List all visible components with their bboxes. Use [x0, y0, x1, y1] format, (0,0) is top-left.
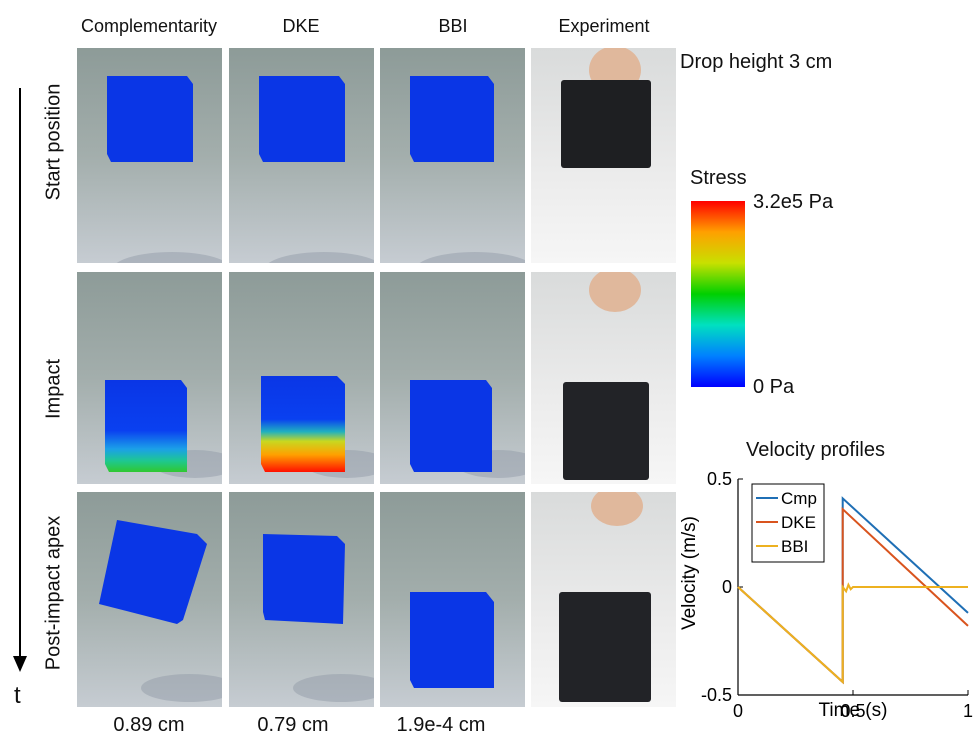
y-tick-label: -0.5: [701, 685, 732, 705]
cube-shadow: [116, 252, 222, 263]
y-axis-label: Velocity (m/s): [679, 516, 700, 630]
chart-title: Velocity profiles: [746, 439, 885, 461]
colorbar-max-label: 3.2e5 Pa: [753, 191, 834, 213]
panel-apex-complementarity: [77, 492, 222, 707]
panel-start-experiment: [531, 48, 676, 263]
panel-impact-bbi: [380, 272, 525, 484]
panel-apex-bbi: [380, 492, 525, 707]
colorbar-title: Stress: [690, 167, 747, 189]
panel-apex-experiment: [531, 492, 676, 707]
y-tick-label: 0.5: [707, 469, 732, 489]
cube-shadow: [419, 252, 525, 263]
column-label-experiment: Experiment: [558, 16, 650, 36]
column-label-complementarity: Complementarity: [80, 16, 218, 36]
row-label-impact: Impact: [42, 358, 65, 420]
column-label-bbi: BBI: [438, 16, 468, 36]
cube: [107, 76, 193, 162]
series-line-bbi: [737, 582, 968, 685]
cube: [261, 376, 345, 472]
experiment-cube: [561, 80, 651, 168]
row-label-start-position: Start position: [42, 83, 65, 201]
cube: [259, 76, 345, 162]
experiment-cube: [563, 382, 649, 480]
time-axis-label: t: [14, 682, 21, 709]
cube: [410, 76, 494, 162]
cube: [99, 520, 207, 624]
stress-colorbar: [691, 201, 745, 387]
cube: [410, 380, 492, 472]
experiment-cube: [559, 592, 651, 702]
cube-shadow: [141, 674, 222, 702]
cube-shadow: [268, 252, 374, 263]
cube: [263, 534, 345, 624]
x-tick-label: 0: [733, 701, 743, 721]
column-label-dke: DKE: [282, 16, 320, 36]
panel-impact-complementarity: [77, 272, 222, 484]
x-tick-label: 1: [963, 701, 973, 721]
cube-shadow: [293, 674, 374, 702]
panel-impact-dke: [229, 272, 374, 484]
colorbar-min-label: 0 Pa: [753, 376, 795, 398]
x-tick-label: 0.5: [840, 701, 865, 721]
x-axis-label: Time (s): [819, 700, 888, 721]
legend-label-bbi: BBI: [781, 537, 808, 556]
drop-height-label: Drop height 3 cm: [680, 51, 833, 73]
cube: [105, 380, 187, 472]
cube: [410, 592, 494, 688]
legend-label-cmp: Cmp: [781, 489, 817, 508]
panel-impact-experiment: [531, 272, 676, 484]
row-label-post-impact-apex: Post-impact apex: [42, 515, 65, 671]
panel-start-bbi: [380, 48, 525, 263]
finger: [589, 272, 641, 312]
panel-start-complementarity: [77, 48, 222, 263]
legend-label-dke: DKE: [781, 513, 816, 532]
apex-height-complementarity: 0.89 cm: [113, 714, 185, 736]
panel-start-dke: [229, 48, 374, 263]
apex-height-dke: 0.79 cm: [257, 714, 329, 736]
apex-height-bbi: 1.9e-4 cm: [396, 714, 486, 736]
panel-apex-dke: [229, 492, 374, 707]
y-tick-label: 0: [722, 577, 732, 597]
finger: [591, 492, 643, 526]
